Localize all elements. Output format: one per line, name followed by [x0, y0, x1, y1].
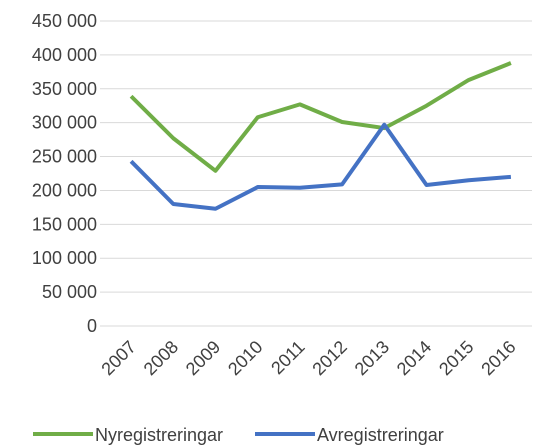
x-tick-label: 2009: [182, 337, 224, 379]
x-tick-label: 2010: [224, 337, 266, 379]
y-tick-label: 0: [87, 316, 97, 336]
x-tick-label: 2015: [435, 337, 477, 379]
y-tick-label: 350 000: [32, 79, 97, 99]
series-line: [129, 122, 512, 211]
y-tick-label: 400 000: [32, 45, 97, 65]
y-tick-label: 200 000: [32, 180, 97, 200]
series-line: [129, 61, 512, 173]
y-tick-label: 50 000: [42, 282, 97, 302]
x-tick-label: 2014: [393, 337, 435, 379]
y-tick-label: 450 000: [32, 11, 97, 31]
y-tick-label: 300 000: [32, 113, 97, 133]
x-tick-label: 2011: [267, 337, 309, 379]
x-tick-label: 2007: [97, 337, 139, 379]
legend-label: Avregistreringar: [317, 425, 444, 445]
y-tick-label: 100 000: [32, 248, 97, 268]
y-tick-label: 250 000: [32, 147, 97, 167]
x-tick-label: 2013: [351, 337, 393, 379]
x-tick-label: 2008: [140, 337, 182, 379]
legend-label: Nyregistreringar: [95, 425, 223, 445]
y-tick-label: 150 000: [32, 214, 97, 234]
x-tick-label: 2012: [308, 337, 350, 379]
x-tick-label: 2016: [477, 337, 519, 379]
